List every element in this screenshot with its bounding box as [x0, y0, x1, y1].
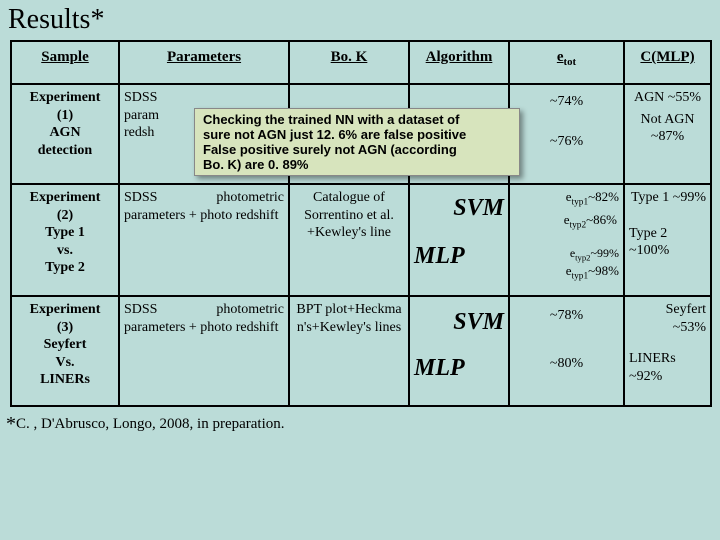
- cell-parameters: SDSS photometric parameters + photo reds…: [119, 184, 289, 296]
- alg-mlp-label: MLP: [414, 241, 465, 271]
- th-parameters: Parameters: [119, 41, 289, 84]
- cell-parameters: SDSS photometric parameters + photo reds…: [119, 296, 289, 406]
- popup-line: Bo. K) are 0. 89%: [203, 158, 511, 173]
- etot-top: ~74%: [514, 93, 619, 111]
- th-etot: etot: [509, 41, 624, 84]
- etot-top1: etyp1~82%: [514, 189, 619, 209]
- cell-etot: etyp1~82% etyp2~86% etyp2~99% etyp1~98%: [509, 184, 624, 296]
- cell-etot: ~78% ~80%: [509, 296, 624, 406]
- cell-cmlp: Type 1 ~99%Type 2 ~100%: [624, 184, 711, 296]
- etot-bot: ~76%: [514, 133, 619, 151]
- popup-note: Checking the trained NN with a dataset o…: [194, 108, 520, 176]
- popup-line: sure not AGN just 12. 6% are false posit…: [203, 128, 511, 143]
- cell-bok: BPT plot+Heckma n's+Kewley's lines: [289, 296, 409, 406]
- etot-top2: etyp2~86%: [514, 212, 619, 232]
- cell-bok: Catalogue of Sorrentino et al. +Kewley's…: [289, 184, 409, 296]
- results-table: Sample Parameters Bo. K Algorithm etot C…: [10, 40, 712, 407]
- etot-bot: ~80%: [514, 355, 619, 373]
- cell-cmlp: Seyfert ~53%LINERs ~92%: [624, 296, 711, 406]
- cell-algorithm: SVM MLP: [409, 296, 509, 406]
- cell-sample: Experiment(1)AGNdetection: [11, 84, 119, 184]
- alg-svm-label: SVM: [453, 193, 504, 223]
- th-sample: Sample: [11, 41, 119, 84]
- etot-bot2: etyp1~98%: [514, 263, 619, 283]
- page-title: Results*: [8, 4, 714, 36]
- cell-algorithm: SVM MLP: [409, 184, 509, 296]
- etot-bot1: etyp2~99%: [514, 246, 619, 263]
- th-algorithm: Algorithm: [409, 41, 509, 84]
- cell-etot: ~74% ~76%: [509, 84, 624, 184]
- cell-sample: Experiment(3)SeyfertVs.LINERs: [11, 296, 119, 406]
- etot-top: ~78%: [514, 307, 619, 325]
- popup-line: False positive surely not AGN (according: [203, 143, 511, 158]
- cell-cmlp: AGN ~55%Not AGN ~87%: [624, 84, 711, 184]
- cell-sample: Experiment(2)Type 1vs.Type 2: [11, 184, 119, 296]
- table-header-row: Sample Parameters Bo. K Algorithm etot C…: [11, 41, 711, 84]
- alg-svm-label: SVM: [453, 307, 504, 337]
- th-cmlp: C(MLP): [624, 41, 711, 84]
- table-row: Experiment(2)Type 1vs.Type 2 SDSS photom…: [11, 184, 711, 296]
- table-row: Experiment(3)SeyfertVs.LINERs SDSS photo…: [11, 296, 711, 406]
- alg-mlp-label: MLP: [414, 353, 465, 383]
- th-bok: Bo. K: [289, 41, 409, 84]
- slide-page: Results* Sample Parameters Bo. K Algorit…: [0, 0, 720, 540]
- popup-line: Checking the trained NN with a dataset o…: [203, 113, 511, 128]
- footnote: *C. , D'Abrusco, Longo, 2008, in prepara…: [6, 413, 710, 436]
